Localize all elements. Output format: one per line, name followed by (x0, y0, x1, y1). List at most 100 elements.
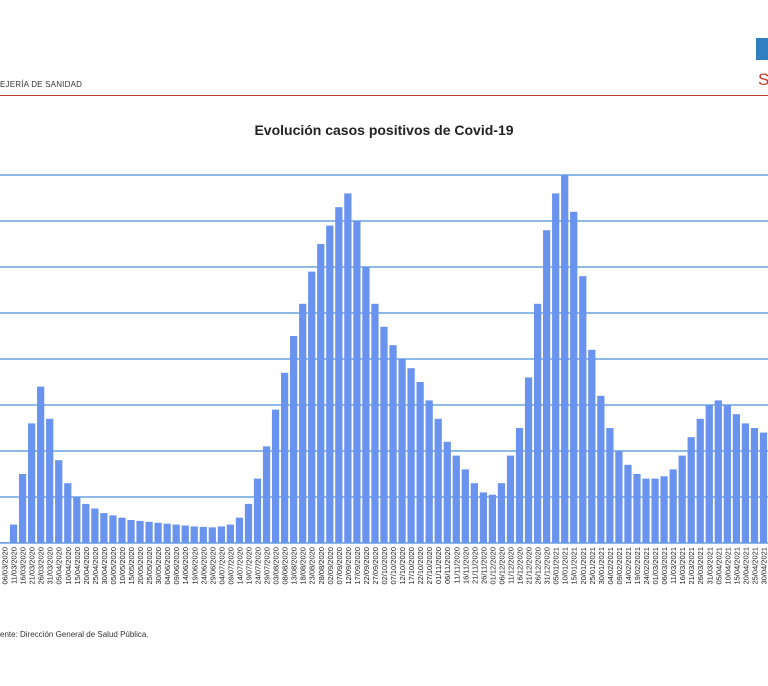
x-tick-label: 14/06/2020 (181, 547, 190, 585)
x-tick-label: 10/04/2021 (723, 547, 732, 585)
bar (723, 405, 731, 543)
chart-title: Evolución casos positivos de Covid-19 (254, 122, 514, 138)
x-tick-label: 01/12/2020 (488, 547, 497, 585)
x-tick-label: 18/08/2020 (299, 547, 308, 585)
x-tick-label: 23/08/2020 (308, 547, 317, 585)
bar (669, 469, 677, 543)
bar (199, 526, 207, 543)
bar (615, 451, 623, 543)
bar (82, 503, 90, 543)
bar (326, 225, 334, 543)
x-tick-label: 16/12/2020 (516, 547, 525, 585)
x-tick-label: 25/01/2021 (588, 547, 597, 585)
chart-bars (0, 175, 768, 544)
bar (407, 368, 415, 543)
bar (461, 469, 469, 543)
x-tick-label: 11/03/2020 (10, 547, 19, 584)
x-tick-label: 21/12/2020 (525, 547, 534, 585)
bar (660, 476, 668, 543)
bar (380, 326, 388, 543)
x-tick-label: 21/03/2020 (28, 547, 37, 585)
x-tick-label: 20/05/2020 (136, 547, 145, 585)
cases-bar-chart: 06/03/2020 11/03/2020 16/03/2020 21/03/2020… (0, 174, 768, 585)
x-tick-label: 24/07/2020 (254, 547, 263, 585)
bar (244, 503, 253, 543)
x-tick-label: 22/09/2020 (362, 547, 371, 585)
x-tick-label: 31/03/2021 (705, 547, 714, 585)
x-tick-label: 09/06/2020 (172, 547, 181, 585)
bar (181, 525, 189, 543)
x-tick-label: 12/09/2020 (344, 547, 353, 585)
bar (705, 405, 713, 543)
x-tick-label: 30/01/2021 (597, 547, 606, 585)
x-tick-label: 02/10/2020 (380, 547, 389, 585)
x-tick-label: 20/01/2021 (579, 547, 588, 585)
bar (570, 211, 578, 544)
bar (335, 207, 343, 543)
bar (524, 377, 533, 543)
bar (497, 483, 506, 543)
x-tick-label: 19/07/2020 (244, 547, 253, 585)
x-tick-label: 01/03/2021 (651, 547, 660, 585)
bar (506, 455, 515, 543)
x-tick-label: 26/11/2020 (479, 547, 488, 584)
bar (308, 271, 316, 543)
x-tick-label: 09/02/2021 (615, 547, 624, 585)
x-tick-label: 31/12/2020 (543, 547, 552, 585)
bar (624, 464, 632, 543)
bar (543, 230, 551, 543)
x-tick-label: 09/07/2020 (226, 547, 235, 585)
bar (136, 520, 144, 543)
bar (190, 526, 198, 543)
bar (371, 303, 379, 543)
bar (163, 523, 171, 543)
bar (362, 267, 370, 543)
bar (353, 221, 361, 543)
x-tick-label: 11/11/2020 (452, 547, 461, 583)
bar (741, 423, 750, 543)
bar (253, 478, 262, 543)
x-tick-label: 25/04/2021 (750, 547, 759, 585)
bar (0, 542, 9, 543)
bar (633, 474, 641, 543)
bar (100, 513, 108, 543)
x-axis-ticks: 06/03/2020 11/03/2020 16/03/2020 21/03/2020… (1, 547, 768, 585)
bar (597, 395, 605, 543)
bar (299, 303, 307, 543)
x-tick-label: 25/05/2020 (145, 547, 154, 585)
bar (73, 497, 81, 543)
x-tick-label: 24/06/2020 (199, 547, 208, 585)
bar (398, 359, 406, 543)
x-tick-label: 11/12/2020 (506, 547, 515, 584)
x-tick-label: 31/03/2020 (46, 547, 55, 585)
bar (479, 492, 488, 543)
bar (55, 460, 63, 543)
bar (37, 386, 45, 543)
bar (226, 524, 235, 543)
x-tick-label: 04/07/2020 (217, 547, 226, 585)
x-tick-label: 05/04/2020 (55, 547, 64, 585)
x-tick-label: 20/04/2021 (741, 547, 750, 585)
x-tick-label: 13/08/2020 (290, 547, 299, 585)
x-tick-label: 14/02/2021 (624, 547, 633, 585)
bar (759, 432, 768, 543)
bar (290, 336, 298, 543)
bar (9, 524, 18, 543)
x-tick-label: 26/12/2020 (534, 547, 543, 585)
bar (533, 303, 542, 543)
bar (235, 517, 244, 543)
x-tick-label: 21/11/2020 (470, 547, 479, 584)
x-tick-label: 10/05/2020 (118, 547, 127, 585)
x-tick-label: 29/07/2020 (263, 547, 272, 585)
x-tick-label: 15/04/2021 (732, 547, 741, 585)
header-divider (0, 95, 768, 96)
bar (317, 244, 325, 543)
bar (91, 508, 99, 543)
bar (606, 428, 614, 543)
bar (488, 494, 497, 543)
bar (145, 521, 153, 543)
x-tick-label: 14/07/2020 (235, 547, 244, 585)
bar (588, 349, 596, 543)
bar (280, 372, 289, 543)
x-tick-label: 26/03/2021 (696, 547, 705, 585)
